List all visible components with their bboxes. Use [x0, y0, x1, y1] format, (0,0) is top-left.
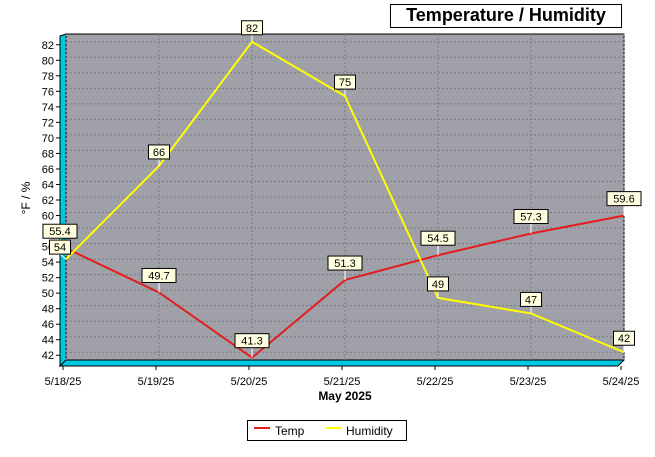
data-label-box [613, 330, 635, 346]
data-label-box [513, 208, 549, 224]
x-tick-label: 5/20/25 [231, 376, 268, 388]
data-label-text: 42 [618, 333, 630, 345]
y-tick-label: 46 [42, 319, 54, 331]
data-label-temp: 49.7 [141, 267, 177, 293]
y-tick-label: 74 [42, 102, 54, 114]
data-label-temp: 41.3 [234, 333, 270, 358]
y-tick-label: 44 [42, 335, 54, 347]
y-tick-label: 80 [42, 55, 54, 67]
data-label-temp: 59.6 [606, 191, 642, 216]
data-label-box [606, 191, 642, 207]
x-tick-label: 5/19/25 [138, 376, 175, 388]
data-label-box [520, 291, 542, 307]
data-label-box [427, 276, 449, 292]
y-tick-label: 72 [42, 117, 54, 129]
data-label-box [42, 223, 78, 239]
y-tick-label: 66 [42, 164, 54, 176]
data-label-text: 55.4 [49, 226, 70, 238]
data-label-box [234, 333, 270, 349]
y-tick-label: 48 [42, 304, 54, 316]
data-label-box [241, 20, 263, 36]
legend-label-humidity: Humidity [346, 424, 393, 438]
data-label-text: 51.3 [334, 258, 355, 270]
data-label-box [148, 144, 170, 160]
data-label-text: 41.3 [241, 336, 262, 348]
data-label-box [420, 230, 456, 246]
data-label-humidity: 54 [49, 239, 71, 260]
y-tick-label: 42 [42, 350, 54, 362]
y-tick-label: 52 [42, 273, 54, 285]
y-axis-label: °F / % [19, 181, 33, 214]
data-label-humidity: 49 [427, 276, 449, 298]
legend-swatch-temp [254, 427, 270, 429]
data-label-text: 54 [54, 242, 66, 254]
data-label-temp: 54.5 [420, 230, 456, 256]
left-wall [59, 33, 67, 368]
data-label-box [334, 74, 356, 90]
x-tick-label: 5/23/25 [510, 376, 547, 388]
y-tick-label: 54 [42, 257, 54, 269]
data-label-text: 66 [153, 147, 165, 159]
x-axis-label: May 2025 [318, 389, 372, 403]
chart-title: Temperature / Humidity [390, 4, 622, 28]
data-label-humidity: 66 [148, 144, 170, 166]
data-label-box [141, 267, 177, 283]
y-tick-label: 78 [42, 71, 54, 83]
data-label-box [49, 239, 71, 255]
y-tick-label: 82 [42, 40, 54, 52]
data-label-temp: 55.4 [42, 223, 78, 249]
x-tick-label: 5/21/25 [324, 376, 361, 388]
y-tick-label: 68 [42, 148, 54, 160]
x-tick-label: 5/18/25 [45, 376, 82, 388]
legend-label-temp: Temp [275, 424, 305, 438]
data-label-leader [59, 253, 67, 260]
y-tick-label: 60 [42, 211, 54, 223]
data-label-text: 54.5 [427, 233, 448, 245]
data-label-text: 57.3 [520, 211, 541, 223]
data-label-text: 49 [432, 279, 444, 291]
y-tick-label: 50 [42, 288, 54, 300]
data-label-box [327, 255, 363, 271]
data-label-humidity: 82 [241, 20, 263, 42]
y-tick-label: 62 [42, 195, 54, 207]
x-tick-label: 5/24/25 [603, 376, 640, 388]
x-tick-label: 5/22/25 [417, 376, 454, 388]
y-tick-label: 70 [42, 133, 54, 145]
data-label-temp: 57.3 [513, 208, 549, 234]
data-label-text: 82 [246, 23, 258, 35]
data-label-humidity: 75 [334, 74, 356, 97]
legend: Temp Humidity [247, 420, 407, 441]
data-label-text: 75 [339, 77, 351, 89]
data-label-text: 59.6 [613, 194, 634, 206]
data-label-humidity: 47 [520, 291, 542, 314]
data-label-text: 49.7 [148, 270, 169, 282]
data-label-humidity: 42 [613, 330, 635, 353]
data-label-text: 47 [525, 294, 537, 306]
data-label-temp: 51.3 [327, 255, 363, 281]
y-tick-label: 76 [42, 86, 54, 98]
legend-swatch-humidity [326, 427, 342, 429]
y-tick-label: 64 [42, 179, 54, 191]
bottom-wall [58, 359, 626, 367]
